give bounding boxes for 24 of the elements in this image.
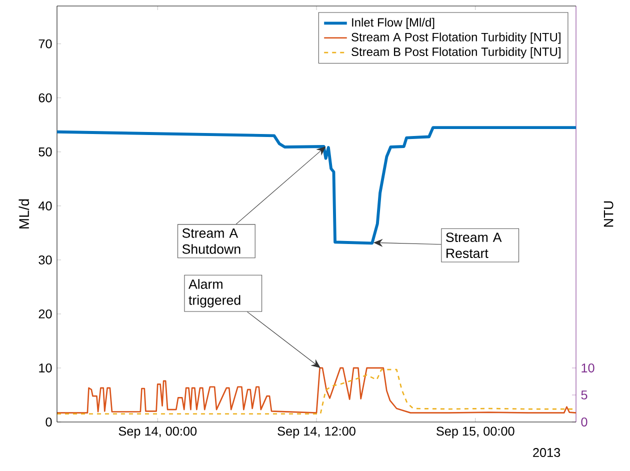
legend-label: Stream B Post Flotation Turbidity [NTU]: [352, 47, 560, 58]
y2-axis-title: NTU: [604, 201, 614, 227]
y-tick-label: 60: [38, 93, 52, 102]
y2-tick-label: 0: [581, 418, 588, 426]
y-tick-label: 40: [38, 201, 52, 210]
y-axis-title: ML/d: [18, 199, 30, 228]
y-tick-label: 0: [46, 418, 52, 426]
y2-tick-label: 10: [582, 363, 594, 372]
y-tick-label: 70: [38, 39, 52, 48]
x-tick-label: Sep 14, 00:00: [118, 426, 197, 438]
text: 2013: [533, 448, 560, 458]
x-tick-label: Sep 15, 00:00: [436, 426, 514, 438]
line-series: [56, 126, 578, 245]
y-tick-label: 20: [38, 309, 52, 318]
annotation: Stream A Shutdown: [182, 228, 240, 254]
annotation: Alarm triggered: [188, 279, 240, 308]
x-tick-label: Sep 14, 12:00: [278, 426, 356, 438]
y-tick-label: 50: [38, 147, 52, 156]
y-tick-label: 30: [38, 255, 52, 264]
annotation: Stream A Restart: [446, 232, 502, 258]
legend-label: Stream A Post Flotation Turbidity [NTU]: [352, 32, 560, 44]
y2-tick-label: 5: [581, 390, 588, 400]
legend-label: Inlet Flow [Ml/d]: [352, 18, 434, 30]
y-tick-label: 10: [39, 363, 52, 372]
